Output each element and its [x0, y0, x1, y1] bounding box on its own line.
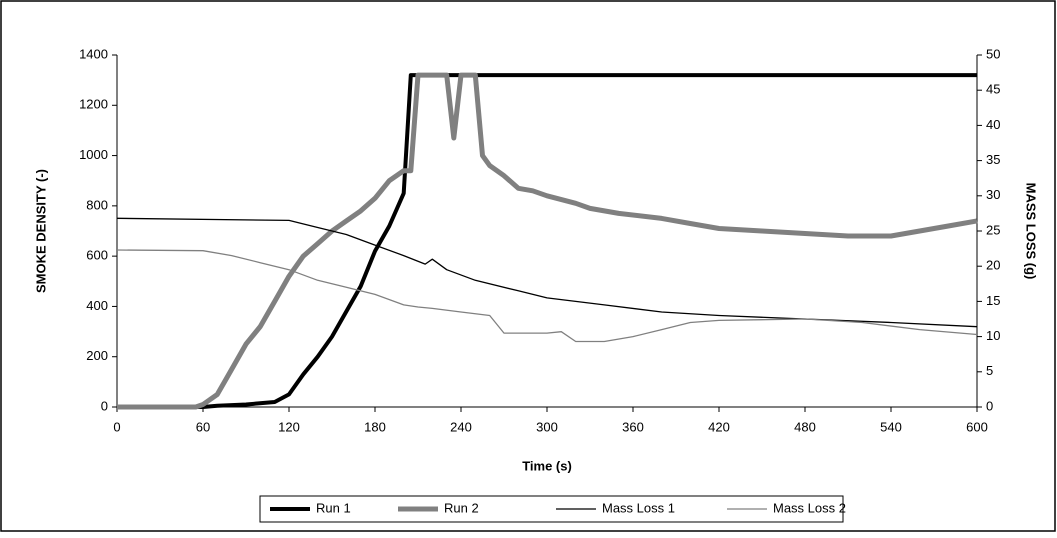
y-tick-label: 0	[101, 398, 108, 413]
y2-tick-label: 20	[986, 258, 1000, 273]
y2-tick-label: 30	[986, 187, 1000, 202]
x-tick-label: 360	[622, 419, 644, 434]
y2-tick-label: 40	[986, 117, 1000, 132]
y2-tick-label: 45	[986, 82, 1000, 97]
legend-label: Mass Loss 1	[602, 500, 675, 515]
x-tick-label: 180	[364, 419, 386, 434]
y-tick-label: 800	[86, 197, 108, 212]
y2-tick-label: 50	[986, 46, 1000, 61]
legend-label: Mass Loss 2	[773, 500, 846, 515]
y-tick-label: 600	[86, 248, 108, 263]
series-line	[116, 217, 978, 328]
x-tick-label: 540	[880, 419, 902, 434]
x-axis-label: Time (s)	[522, 458, 572, 473]
y2-tick-label: 5	[986, 363, 993, 378]
y-axis-label: SMOKE DENSITY (-)	[33, 169, 48, 293]
y2-tick-label: 15	[986, 293, 1000, 308]
series-line	[117, 72, 978, 410]
y2-tick-label: 0	[986, 398, 993, 413]
y2-axis-label: MASS LOSS (g)	[1024, 183, 1039, 280]
x-tick-label: 240	[450, 419, 472, 434]
y-tick-label: 1000	[79, 147, 108, 162]
y-tick-label: 1200	[79, 97, 108, 112]
x-tick-label: 300	[536, 419, 558, 434]
x-tick-label: 0	[113, 419, 120, 434]
x-tick-label: 420	[708, 419, 730, 434]
y2-tick-label: 25	[986, 222, 1000, 237]
x-tick-label: 480	[794, 419, 816, 434]
y-tick-label: 200	[86, 348, 108, 363]
y-tick-label: 1400	[79, 46, 108, 61]
legend-label: Run 1	[316, 500, 351, 515]
series-line	[117, 73, 977, 409]
x-tick-label: 60	[196, 419, 210, 434]
series-line	[116, 249, 978, 343]
y-tick-label: 400	[86, 298, 108, 313]
y2-tick-label: 35	[986, 152, 1000, 167]
y2-tick-label: 10	[986, 328, 1000, 343]
x-tick-label: 600	[966, 419, 988, 434]
legend-label: Run 2	[444, 500, 479, 515]
x-tick-label: 120	[278, 419, 300, 434]
